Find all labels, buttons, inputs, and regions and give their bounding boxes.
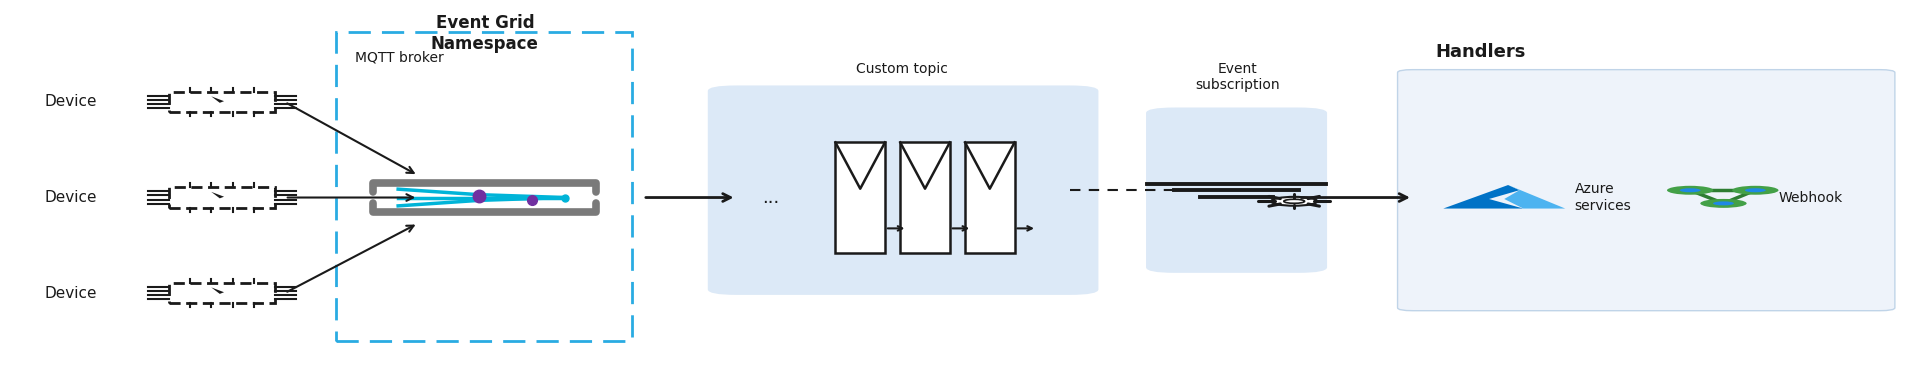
Bar [168, 91, 275, 113]
Text: MQTT broker: MQTT broker [355, 51, 443, 65]
Circle shape [1731, 186, 1779, 195]
Bar [168, 187, 275, 208]
FancyBboxPatch shape [336, 32, 631, 341]
Bar [168, 187, 275, 209]
Bar [168, 92, 275, 112]
Text: Device: Device [44, 94, 97, 110]
Circle shape [1712, 201, 1733, 206]
Circle shape [1745, 188, 1766, 192]
Polygon shape [212, 288, 233, 299]
Text: Device: Device [44, 286, 97, 301]
Text: Handlers: Handlers [1435, 43, 1527, 61]
Text: Webhook: Webhook [1779, 191, 1842, 204]
Circle shape [1284, 199, 1305, 203]
Text: Event Grid
Namespace: Event Grid Namespace [430, 14, 539, 53]
FancyBboxPatch shape [707, 85, 1099, 295]
Circle shape [1271, 197, 1317, 206]
Circle shape [1680, 188, 1701, 192]
Polygon shape [212, 96, 233, 108]
Bar [900, 142, 950, 253]
Text: Azure
services: Azure services [1575, 182, 1632, 213]
Bar [168, 283, 275, 303]
Text: Event
subscription: Event subscription [1194, 62, 1280, 92]
Text: ...: ... [762, 188, 780, 207]
Bar [168, 282, 275, 304]
Bar [965, 142, 1015, 253]
FancyBboxPatch shape [1147, 107, 1326, 273]
Circle shape [1701, 199, 1747, 208]
Circle shape [1666, 186, 1714, 195]
Polygon shape [212, 192, 233, 203]
FancyBboxPatch shape [1397, 70, 1896, 311]
Text: Device: Device [44, 190, 97, 205]
Text: Custom topic: Custom topic [856, 62, 948, 76]
Bar [835, 142, 885, 253]
Polygon shape [1443, 185, 1523, 209]
Polygon shape [1504, 185, 1565, 209]
